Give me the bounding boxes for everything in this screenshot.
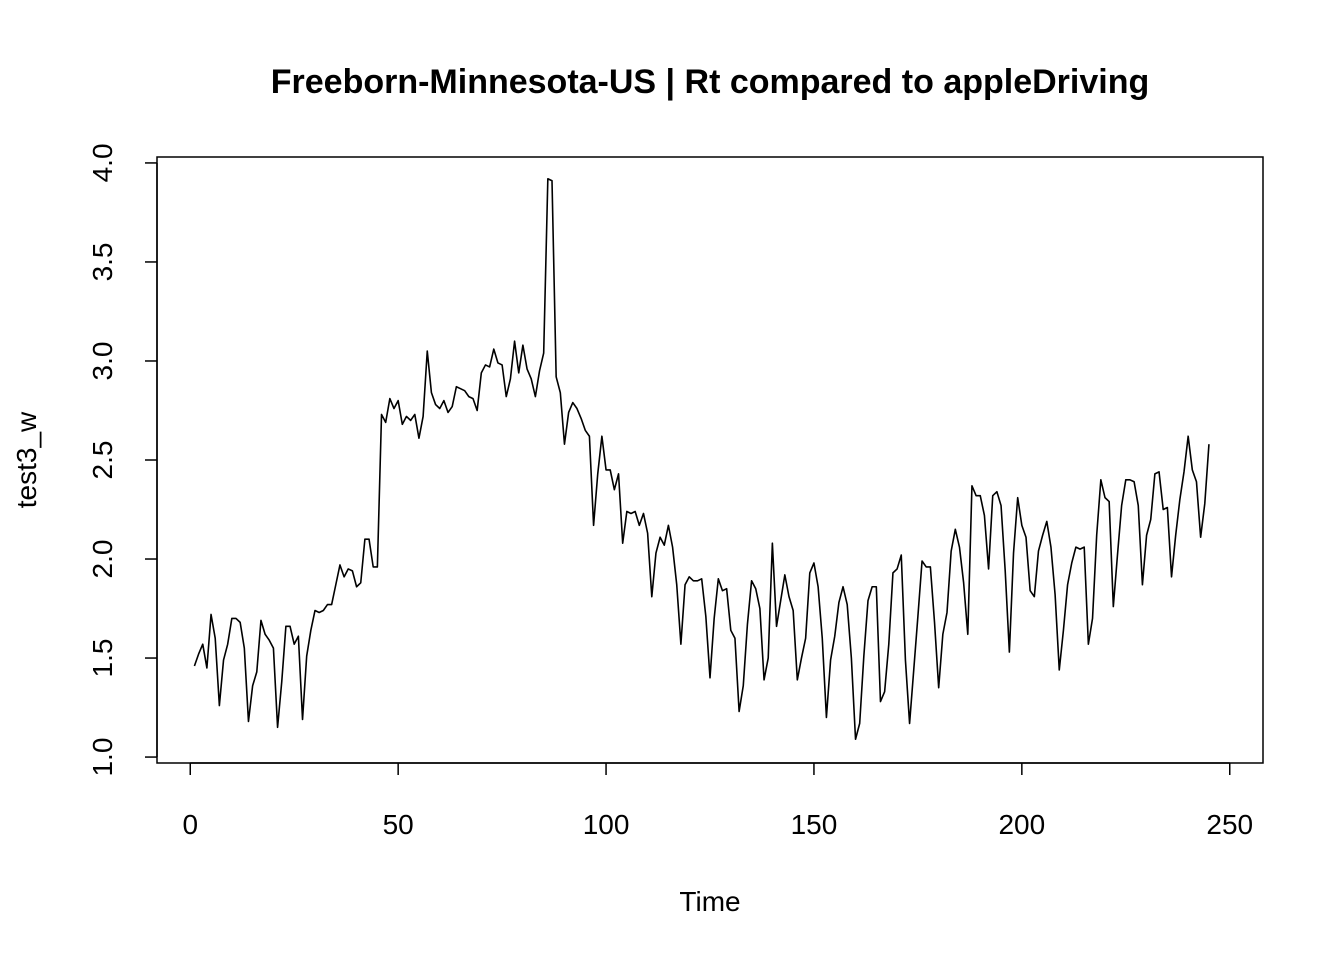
x-tick-label: 250	[1206, 809, 1253, 840]
x-tick-label: 200	[998, 809, 1045, 840]
x-tick-label: 100	[583, 809, 630, 840]
y-tick-label: 3.0	[87, 342, 118, 381]
y-tick-label: 2.5	[87, 441, 118, 480]
y-tick-label: 1.0	[87, 738, 118, 777]
y-tick-label: 3.5	[87, 242, 118, 281]
y-axis-label: test3_w	[11, 411, 42, 508]
x-tick-label: 50	[383, 809, 414, 840]
y-axis: 1.0 1.5 2.0 2.5 3.0 3.5 4.0	[87, 143, 158, 777]
series-line	[193, 177, 1210, 741]
x-tick-label: 150	[791, 809, 838, 840]
y-tick-label: 1.5	[87, 639, 118, 678]
chart-title: Freeborn-Minnesota-US | Rt compared to a…	[271, 63, 1150, 101]
y-tick-label: 2.0	[87, 540, 118, 579]
x-tick-label: 0	[182, 809, 198, 840]
series-layer	[193, 177, 1210, 741]
y-tick-label: 4.0	[87, 143, 118, 182]
x-axis-label: Time	[679, 886, 740, 917]
x-axis: 0 50 100 150 200 250	[182, 762, 1253, 840]
